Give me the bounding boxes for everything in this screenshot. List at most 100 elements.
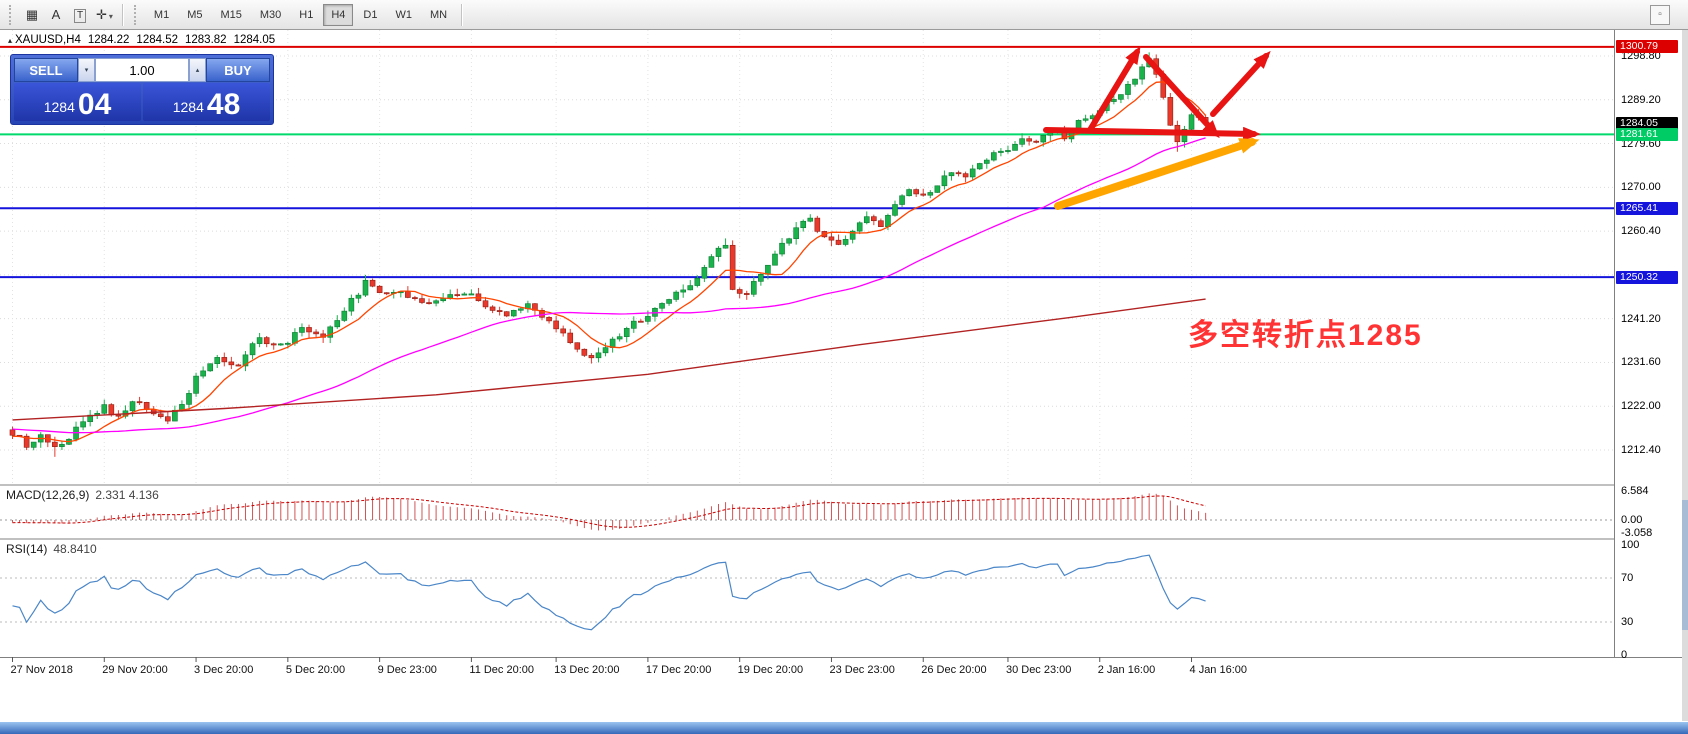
open-value: 1284.22 [87, 34, 130, 46]
time-label: 13 Dec 20:00 [554, 664, 619, 676]
buy-button[interactable]: BUY [206, 58, 270, 82]
time-label: 3 Dec 20:00 [194, 664, 253, 676]
chart-window: 27 Nov 2018 29 Nov 20:00 3 Dec 20:00 5 Dec … [0, 30, 1688, 721]
trend-support-arrow[interactable] [1054, 138, 1260, 210]
scrollbar-thumb[interactable] [1682, 500, 1688, 630]
timeframe-button-h1[interactable]: H1 [291, 4, 321, 26]
grid-icon[interactable]: ▦ [20, 3, 44, 27]
sell-button[interactable]: SELL [14, 58, 78, 82]
bottom-bar [0, 722, 1688, 734]
time-label: 17 Dec 20:00 [646, 664, 711, 676]
rsi-axis-tick: 100 [1621, 539, 1640, 551]
rsi-name: RSI(14) [6, 542, 48, 556]
forecast-up-arrow[interactable] [1210, 50, 1271, 117]
text-tool-icon[interactable]: T [68, 3, 92, 27]
resistance-line-label: 1300.79 [1616, 40, 1678, 54]
time-axis-layer: 27 Nov 2018 29 Nov 20:00 3 Dec 20:00 5 Dec … [11, 657, 1248, 676]
ask-pips: 48 [206, 88, 241, 121]
timeframe-button-w1[interactable]: W1 [387, 4, 420, 26]
rsi-axis-tick: 70 [1621, 572, 1634, 584]
annotation-arrows-layer[interactable] [1043, 46, 1271, 210]
price-tick: 1212.40 [1621, 444, 1661, 456]
cursor-tool-icon[interactable]: ✛ ▾ [92, 3, 117, 27]
timeframe-button-m15[interactable]: M15 [212, 4, 249, 26]
price-tick: 1289.20 [1621, 93, 1661, 106]
toolbar-separator [121, 3, 124, 26]
macd-name: MACD(12,26,9) [6, 488, 90, 502]
macd-values: 2.331 4.136 [95, 488, 159, 502]
price-scale: 1298.80 1289.20 1279.60 1270.00 1260.40 1241.… [1614, 30, 1682, 661]
toolbar-grip-2[interactable] [133, 4, 140, 25]
pivot-horizontal-arrow[interactable] [1043, 126, 1261, 141]
time-label: 5 Dec 20:00 [286, 664, 345, 676]
ask-price: 1284 48 [143, 83, 270, 121]
volume-input[interactable] [95, 58, 189, 82]
chevron-down-icon: ▾ [108, 11, 113, 21]
text-label-tool-icon[interactable]: A [44, 3, 68, 27]
bid-price: 1284 04 [14, 83, 141, 121]
price-tick: 1270.00 [1621, 181, 1661, 194]
scrollbar[interactable] [1682, 30, 1688, 721]
crosshair-glyph: ✛ [96, 6, 107, 22]
time-label: 30 Dec 23:00 [1006, 664, 1071, 676]
timeframe-button-h4[interactable]: H4 [323, 3, 354, 26]
price-tick: 1222.00 [1621, 400, 1661, 413]
timeframe-toolbar: M1 M5 M15 M30 H1 H4 D1 W1 MN [145, 3, 456, 26]
timeframe-button-m1[interactable]: M1 [146, 4, 177, 26]
time-label: 29 Nov 20:00 [102, 664, 167, 676]
time-label: 19 Dec 20:00 [738, 664, 803, 676]
toolbar-separator-2 [461, 3, 464, 26]
macd-axis-min: -3.058 [1621, 527, 1653, 540]
rsi-layer [0, 554, 1614, 631]
low-value: 1283.82 [185, 34, 227, 46]
bid-pips: 04 [77, 88, 112, 121]
one-click-trading-panel: SELL ▾ ▴ BUY 1284 04 1284 48 [10, 54, 274, 125]
pane-separators-layer[interactable] [0, 484, 1682, 658]
timeframe-button-m5[interactable]: M5 [179, 4, 210, 26]
price-tick: 1241.20 [1621, 312, 1661, 325]
time-label: 9 Dec 23:00 [378, 664, 437, 676]
candles-layer[interactable] [9, 52, 1209, 457]
chart-title: ▴ XAUUSD,H4 1284.22 1284.52 1283.82 1284.05 [8, 34, 282, 46]
timeframe-button-mn[interactable]: MN [422, 4, 455, 26]
support-line-label-1: 1265.41 [1616, 201, 1678, 215]
macd-axis-max: 6.584 [1621, 484, 1649, 497]
support-line-label-2: 1250.32 [1616, 270, 1678, 284]
toolbar-grip[interactable] [9, 4, 15, 25]
text-glyph: T [73, 9, 87, 23]
main-toolbar: ▦ A T ✛ ▾ M1 M5 M15 M30 H1 H4 D1 W1 MN ▫ [0, 0, 1688, 30]
time-label: 2 Jan 16:00 [1098, 664, 1156, 676]
pullback-down-arrow[interactable] [1143, 54, 1220, 139]
time-label: 23 Dec 23:00 [829, 664, 894, 676]
volume-decrease-button[interactable]: ▾ [78, 58, 95, 82]
price-tick: 1231.60 [1621, 356, 1661, 369]
macd-label: MACD(12,26,9) 2.331 4.136 [6, 488, 159, 502]
time-label: 27 Nov 2018 [11, 664, 73, 676]
bid-major: 1284 [43, 99, 75, 115]
time-label: 26 Dec 20:00 [921, 664, 986, 676]
impulse-up-arrow[interactable] [1087, 46, 1141, 133]
time-label: 4 Jan 16:00 [1190, 664, 1248, 676]
rsi-axis-tick: 30 [1621, 616, 1634, 628]
current-price-label: 1284.05 [1616, 116, 1678, 130]
timeframe-button-m30[interactable]: M30 [252, 4, 289, 26]
pivot-line-label: 1281.61 [1616, 127, 1678, 141]
rsi-label: RSI(14) 48.8410 [6, 542, 97, 556]
rsi-axis-tick: 0 [1621, 649, 1628, 661]
price-chart-canvas[interactable]: 27 Nov 2018 29 Nov 20:00 3 Dec 20:00 5 Dec … [0, 30, 1682, 678]
horizontal-lines-layer[interactable] [0, 45, 1614, 279]
time-label: 11 Dec 20:00 [469, 664, 534, 676]
dock-window-button[interactable]: ▫ [1650, 4, 1670, 25]
high-value: 1284.52 [136, 34, 178, 46]
ask-major: 1284 [172, 99, 204, 115]
macd-layer [0, 493, 1614, 531]
moving-averages-layer [12, 81, 1207, 443]
price-tick: 1260.40 [1621, 225, 1661, 238]
macd-axis-zero: 0.00 [1621, 514, 1643, 526]
symbol-period: XAUUSD,H4 [15, 34, 81, 46]
volume-increase-button[interactable]: ▴ [189, 58, 206, 82]
close-value: 1284.05 [233, 34, 276, 46]
timeframe-button-d1[interactable]: D1 [355, 4, 385, 26]
annotation-text[interactable]: 多空转折点1285 [1188, 319, 1423, 352]
